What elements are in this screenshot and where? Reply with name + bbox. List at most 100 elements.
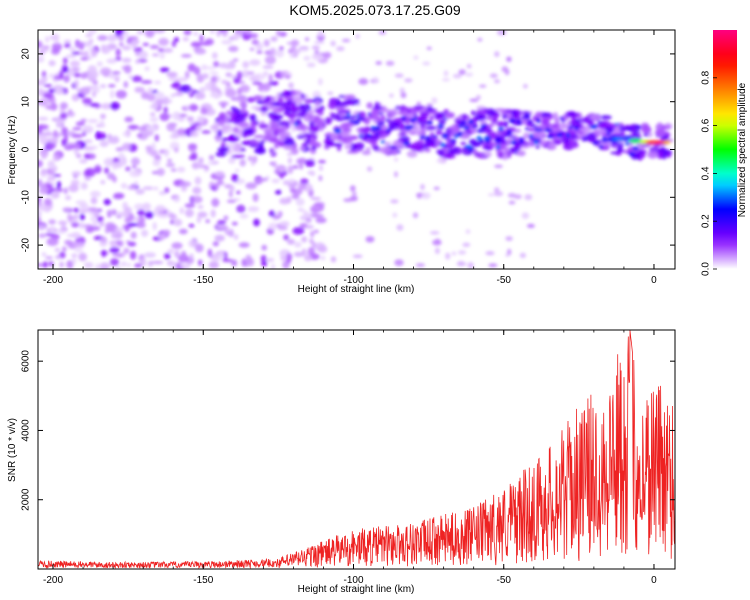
spectrogram-blob bbox=[187, 239, 198, 248]
spectrogram-blob bbox=[350, 185, 356, 192]
spectrogram-blob bbox=[561, 117, 565, 123]
spectrogram-blob bbox=[372, 145, 380, 151]
spectrogram-blob bbox=[425, 135, 431, 141]
spectrogram-blob bbox=[120, 182, 128, 189]
spectrogram-blob bbox=[271, 263, 276, 269]
spectrogram-blob bbox=[435, 129, 443, 135]
spectrogram-blob bbox=[625, 141, 630, 146]
spectrogram-blob bbox=[218, 101, 229, 106]
spectrogram-blob bbox=[154, 80, 162, 85]
spectrogram-blob bbox=[238, 121, 250, 128]
spectrogram-blob bbox=[59, 112, 68, 120]
spectrogram-blob bbox=[521, 212, 530, 219]
spectrogram-blob bbox=[299, 146, 307, 151]
spectrogram-blob bbox=[53, 129, 58, 139]
spectrogram-blob bbox=[524, 194, 533, 201]
spectrogram-blob bbox=[319, 125, 324, 132]
spectrogram-blob bbox=[235, 169, 240, 172]
spectrogram-blob bbox=[228, 156, 236, 164]
spectrogram-blob bbox=[171, 40, 177, 48]
spectrogram-blob bbox=[68, 184, 79, 193]
spectrogram-blob bbox=[249, 75, 256, 82]
spectrogram-blob bbox=[657, 153, 663, 159]
spectrogram-blob bbox=[323, 139, 334, 145]
spectrogram-blob bbox=[201, 130, 211, 134]
spectrogram-blob bbox=[95, 132, 107, 141]
spectrogram-blob bbox=[242, 61, 250, 69]
spectrogram-blob bbox=[413, 55, 419, 60]
spectrogram-blob bbox=[506, 56, 512, 62]
spectrogram-blob bbox=[498, 143, 507, 151]
spectrogram-blob bbox=[297, 207, 305, 212]
spectrogram-blob bbox=[605, 132, 611, 136]
spectrogram-blob bbox=[283, 234, 289, 241]
spectrogram-blob bbox=[278, 222, 288, 227]
spectrogram-blob bbox=[94, 212, 100, 219]
spectrogram-blob bbox=[508, 118, 516, 123]
spectrogram-blob bbox=[464, 144, 473, 149]
spectrogram-blob bbox=[232, 126, 240, 134]
spectrogram-blob bbox=[485, 139, 490, 144]
spectrogram-blob bbox=[167, 158, 173, 163]
spectrogram-blob bbox=[189, 253, 194, 257]
spectrogram-blob bbox=[239, 213, 249, 219]
spectrogram-blob bbox=[84, 176, 92, 181]
spectrogram-blob bbox=[263, 128, 273, 136]
spectrogram-blob bbox=[184, 70, 190, 79]
spectrogram-blob bbox=[317, 245, 328, 253]
spectrogram-blob bbox=[261, 244, 268, 251]
spectrogram-blob bbox=[297, 111, 306, 118]
spectrogram-blob bbox=[401, 110, 409, 117]
spectrogram-blob bbox=[233, 58, 239, 62]
spectrogram-blob bbox=[199, 34, 204, 43]
spectrogram-blob bbox=[99, 220, 105, 227]
spectrogram-blob bbox=[114, 227, 126, 231]
spectrogram-blob bbox=[443, 109, 449, 114]
spectrogram-blob bbox=[173, 92, 184, 97]
spectrogram-blob bbox=[137, 126, 148, 132]
spectrogram-blob bbox=[547, 143, 556, 148]
spectrogram-blob bbox=[511, 136, 516, 139]
spectrogram-blob bbox=[174, 250, 180, 258]
spectrogram-blob bbox=[365, 236, 375, 243]
spectrogram-blob bbox=[311, 53, 324, 61]
spectrogram-blob bbox=[296, 134, 305, 139]
spectrogram-blob bbox=[83, 153, 91, 160]
spectrogram-blob bbox=[97, 216, 102, 223]
spectrogram-blob bbox=[433, 186, 440, 190]
spectrogram-blob bbox=[59, 261, 64, 268]
spectrogram-blob bbox=[207, 248, 213, 258]
spectrogram-blob bbox=[107, 172, 115, 180]
spectrogram-blob bbox=[137, 30, 145, 35]
spectrogram-blob bbox=[529, 134, 534, 139]
spectrogram-blob bbox=[71, 256, 77, 265]
spectrogram-x-label: Height of straight line (km) bbox=[298, 284, 415, 295]
spectrogram-blob bbox=[420, 124, 425, 129]
snr-y-tick-label: 2000 bbox=[21, 488, 32, 511]
spectrogram-blob bbox=[436, 159, 444, 163]
snr-ticks: -200 -150 -100 -50 0 2000 4000 6000 bbox=[21, 330, 675, 586]
spectrogram-blob bbox=[342, 116, 350, 119]
spectrogram-blob bbox=[271, 96, 276, 103]
spectrogram-blob bbox=[52, 155, 58, 162]
spectrogram-blob bbox=[293, 251, 304, 257]
spectrogram-blob bbox=[110, 89, 115, 99]
spectrogram-blob bbox=[444, 112, 455, 118]
spectrogram-blob bbox=[82, 125, 94, 134]
spectrogram-blob bbox=[445, 142, 454, 149]
spectrogram-blob bbox=[474, 113, 486, 122]
spectrogram-blob bbox=[78, 208, 90, 213]
spectrogram-blob bbox=[451, 251, 457, 256]
spectrogram-blob bbox=[613, 123, 621, 126]
spectrogram-blob bbox=[174, 147, 179, 153]
spectrogram-blob bbox=[346, 94, 356, 100]
spectrogram-blob bbox=[409, 125, 415, 129]
spectrogram-blob bbox=[561, 134, 567, 142]
spectrogram-blob bbox=[379, 146, 392, 154]
spectrogram-blob bbox=[502, 114, 508, 120]
spectrogram-blob bbox=[169, 213, 177, 220]
spectrogram-blob bbox=[79, 159, 88, 164]
spectrogram-blob bbox=[285, 75, 291, 79]
spectrogram-blob bbox=[96, 61, 103, 67]
spectrogram-x-tick-label: -150 bbox=[193, 275, 213, 286]
